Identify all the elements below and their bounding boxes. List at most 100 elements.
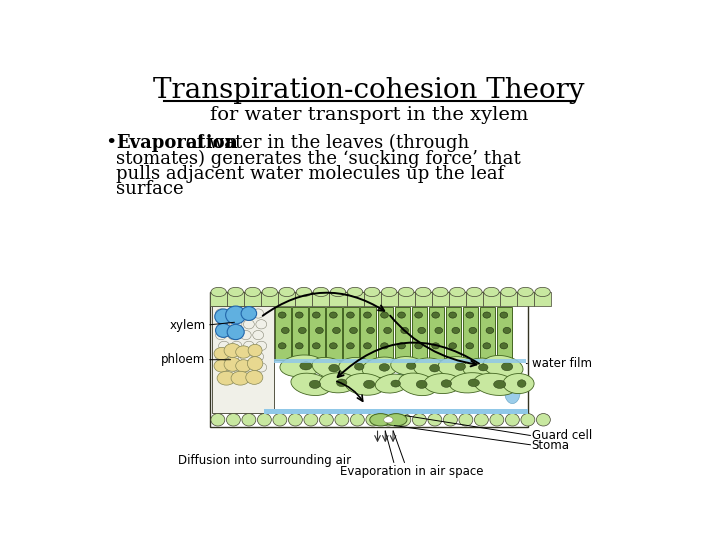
Ellipse shape — [248, 356, 263, 370]
Bar — [292, 307, 307, 361]
Ellipse shape — [503, 374, 534, 394]
Ellipse shape — [240, 309, 251, 318]
Ellipse shape — [295, 312, 303, 318]
Ellipse shape — [483, 312, 490, 318]
Bar — [534, 292, 551, 306]
Ellipse shape — [240, 330, 251, 340]
Ellipse shape — [235, 360, 251, 372]
Ellipse shape — [362, 357, 399, 378]
Ellipse shape — [256, 341, 266, 350]
Ellipse shape — [391, 380, 400, 387]
Ellipse shape — [243, 320, 254, 329]
Ellipse shape — [536, 414, 550, 426]
Ellipse shape — [258, 414, 271, 426]
Ellipse shape — [413, 414, 426, 426]
Text: water film: water film — [532, 357, 592, 370]
Ellipse shape — [310, 380, 320, 388]
Ellipse shape — [256, 320, 266, 329]
Ellipse shape — [449, 312, 456, 318]
Bar — [415, 292, 432, 306]
Bar — [275, 307, 291, 361]
Bar — [428, 307, 444, 361]
Ellipse shape — [347, 287, 363, 296]
Ellipse shape — [375, 374, 409, 393]
Bar — [483, 292, 500, 306]
Ellipse shape — [215, 309, 226, 318]
Bar — [466, 292, 483, 306]
Bar — [212, 306, 274, 413]
Ellipse shape — [304, 414, 318, 426]
Ellipse shape — [441, 380, 451, 387]
Bar — [228, 292, 244, 306]
Ellipse shape — [364, 312, 372, 318]
Bar — [395, 307, 410, 361]
Ellipse shape — [494, 380, 505, 388]
Text: Evaporation in air space: Evaporation in air space — [340, 465, 483, 478]
Ellipse shape — [256, 363, 266, 372]
Text: Guard cell: Guard cell — [532, 429, 592, 442]
Ellipse shape — [490, 414, 504, 426]
Text: •: • — [106, 134, 117, 152]
Ellipse shape — [224, 357, 241, 372]
Bar — [274, 359, 526, 363]
Ellipse shape — [364, 343, 372, 349]
Ellipse shape — [312, 343, 320, 349]
Ellipse shape — [330, 312, 337, 318]
Ellipse shape — [279, 312, 286, 318]
Ellipse shape — [416, 380, 427, 388]
Ellipse shape — [253, 330, 264, 340]
Ellipse shape — [262, 287, 277, 296]
Bar — [312, 292, 330, 306]
Ellipse shape — [401, 327, 408, 334]
Ellipse shape — [219, 363, 230, 372]
Ellipse shape — [432, 343, 439, 349]
Ellipse shape — [406, 362, 416, 369]
Ellipse shape — [415, 287, 431, 296]
Ellipse shape — [413, 358, 449, 379]
Bar — [517, 292, 534, 306]
Ellipse shape — [289, 414, 302, 426]
Ellipse shape — [424, 374, 462, 394]
Ellipse shape — [231, 363, 242, 372]
Ellipse shape — [330, 287, 346, 296]
Ellipse shape — [397, 361, 410, 385]
Ellipse shape — [279, 343, 286, 349]
Ellipse shape — [397, 414, 411, 426]
Text: stomates) generates the ‘sucking force’ that: stomates) generates the ‘sucking force’ … — [117, 150, 521, 168]
Ellipse shape — [330, 343, 337, 349]
Ellipse shape — [366, 414, 380, 426]
Ellipse shape — [483, 355, 523, 378]
Ellipse shape — [242, 414, 256, 426]
Ellipse shape — [354, 363, 364, 370]
Ellipse shape — [444, 414, 457, 426]
Ellipse shape — [468, 379, 480, 387]
Bar — [261, 292, 279, 306]
Ellipse shape — [466, 312, 474, 318]
Bar — [244, 292, 261, 306]
Ellipse shape — [243, 363, 254, 372]
Ellipse shape — [415, 343, 423, 349]
Ellipse shape — [455, 363, 466, 370]
Text: surface: surface — [117, 180, 184, 198]
Ellipse shape — [418, 327, 426, 334]
Ellipse shape — [312, 357, 348, 379]
Text: xylem: xylem — [169, 319, 205, 332]
Ellipse shape — [346, 343, 354, 349]
Bar — [295, 292, 312, 306]
Ellipse shape — [449, 343, 456, 349]
Bar — [343, 307, 359, 361]
Ellipse shape — [231, 341, 242, 350]
Ellipse shape — [228, 287, 243, 296]
Ellipse shape — [228, 325, 244, 340]
Bar — [449, 292, 466, 306]
Ellipse shape — [432, 312, 439, 318]
Text: pulls adjacent water molecules up the leaf: pulls adjacent water molecules up the le… — [117, 165, 505, 183]
Ellipse shape — [399, 287, 414, 296]
Ellipse shape — [345, 374, 385, 395]
Ellipse shape — [415, 312, 423, 318]
Ellipse shape — [370, 414, 392, 426]
Bar — [279, 292, 295, 306]
Ellipse shape — [428, 414, 442, 426]
Ellipse shape — [505, 414, 519, 426]
Ellipse shape — [500, 343, 508, 349]
